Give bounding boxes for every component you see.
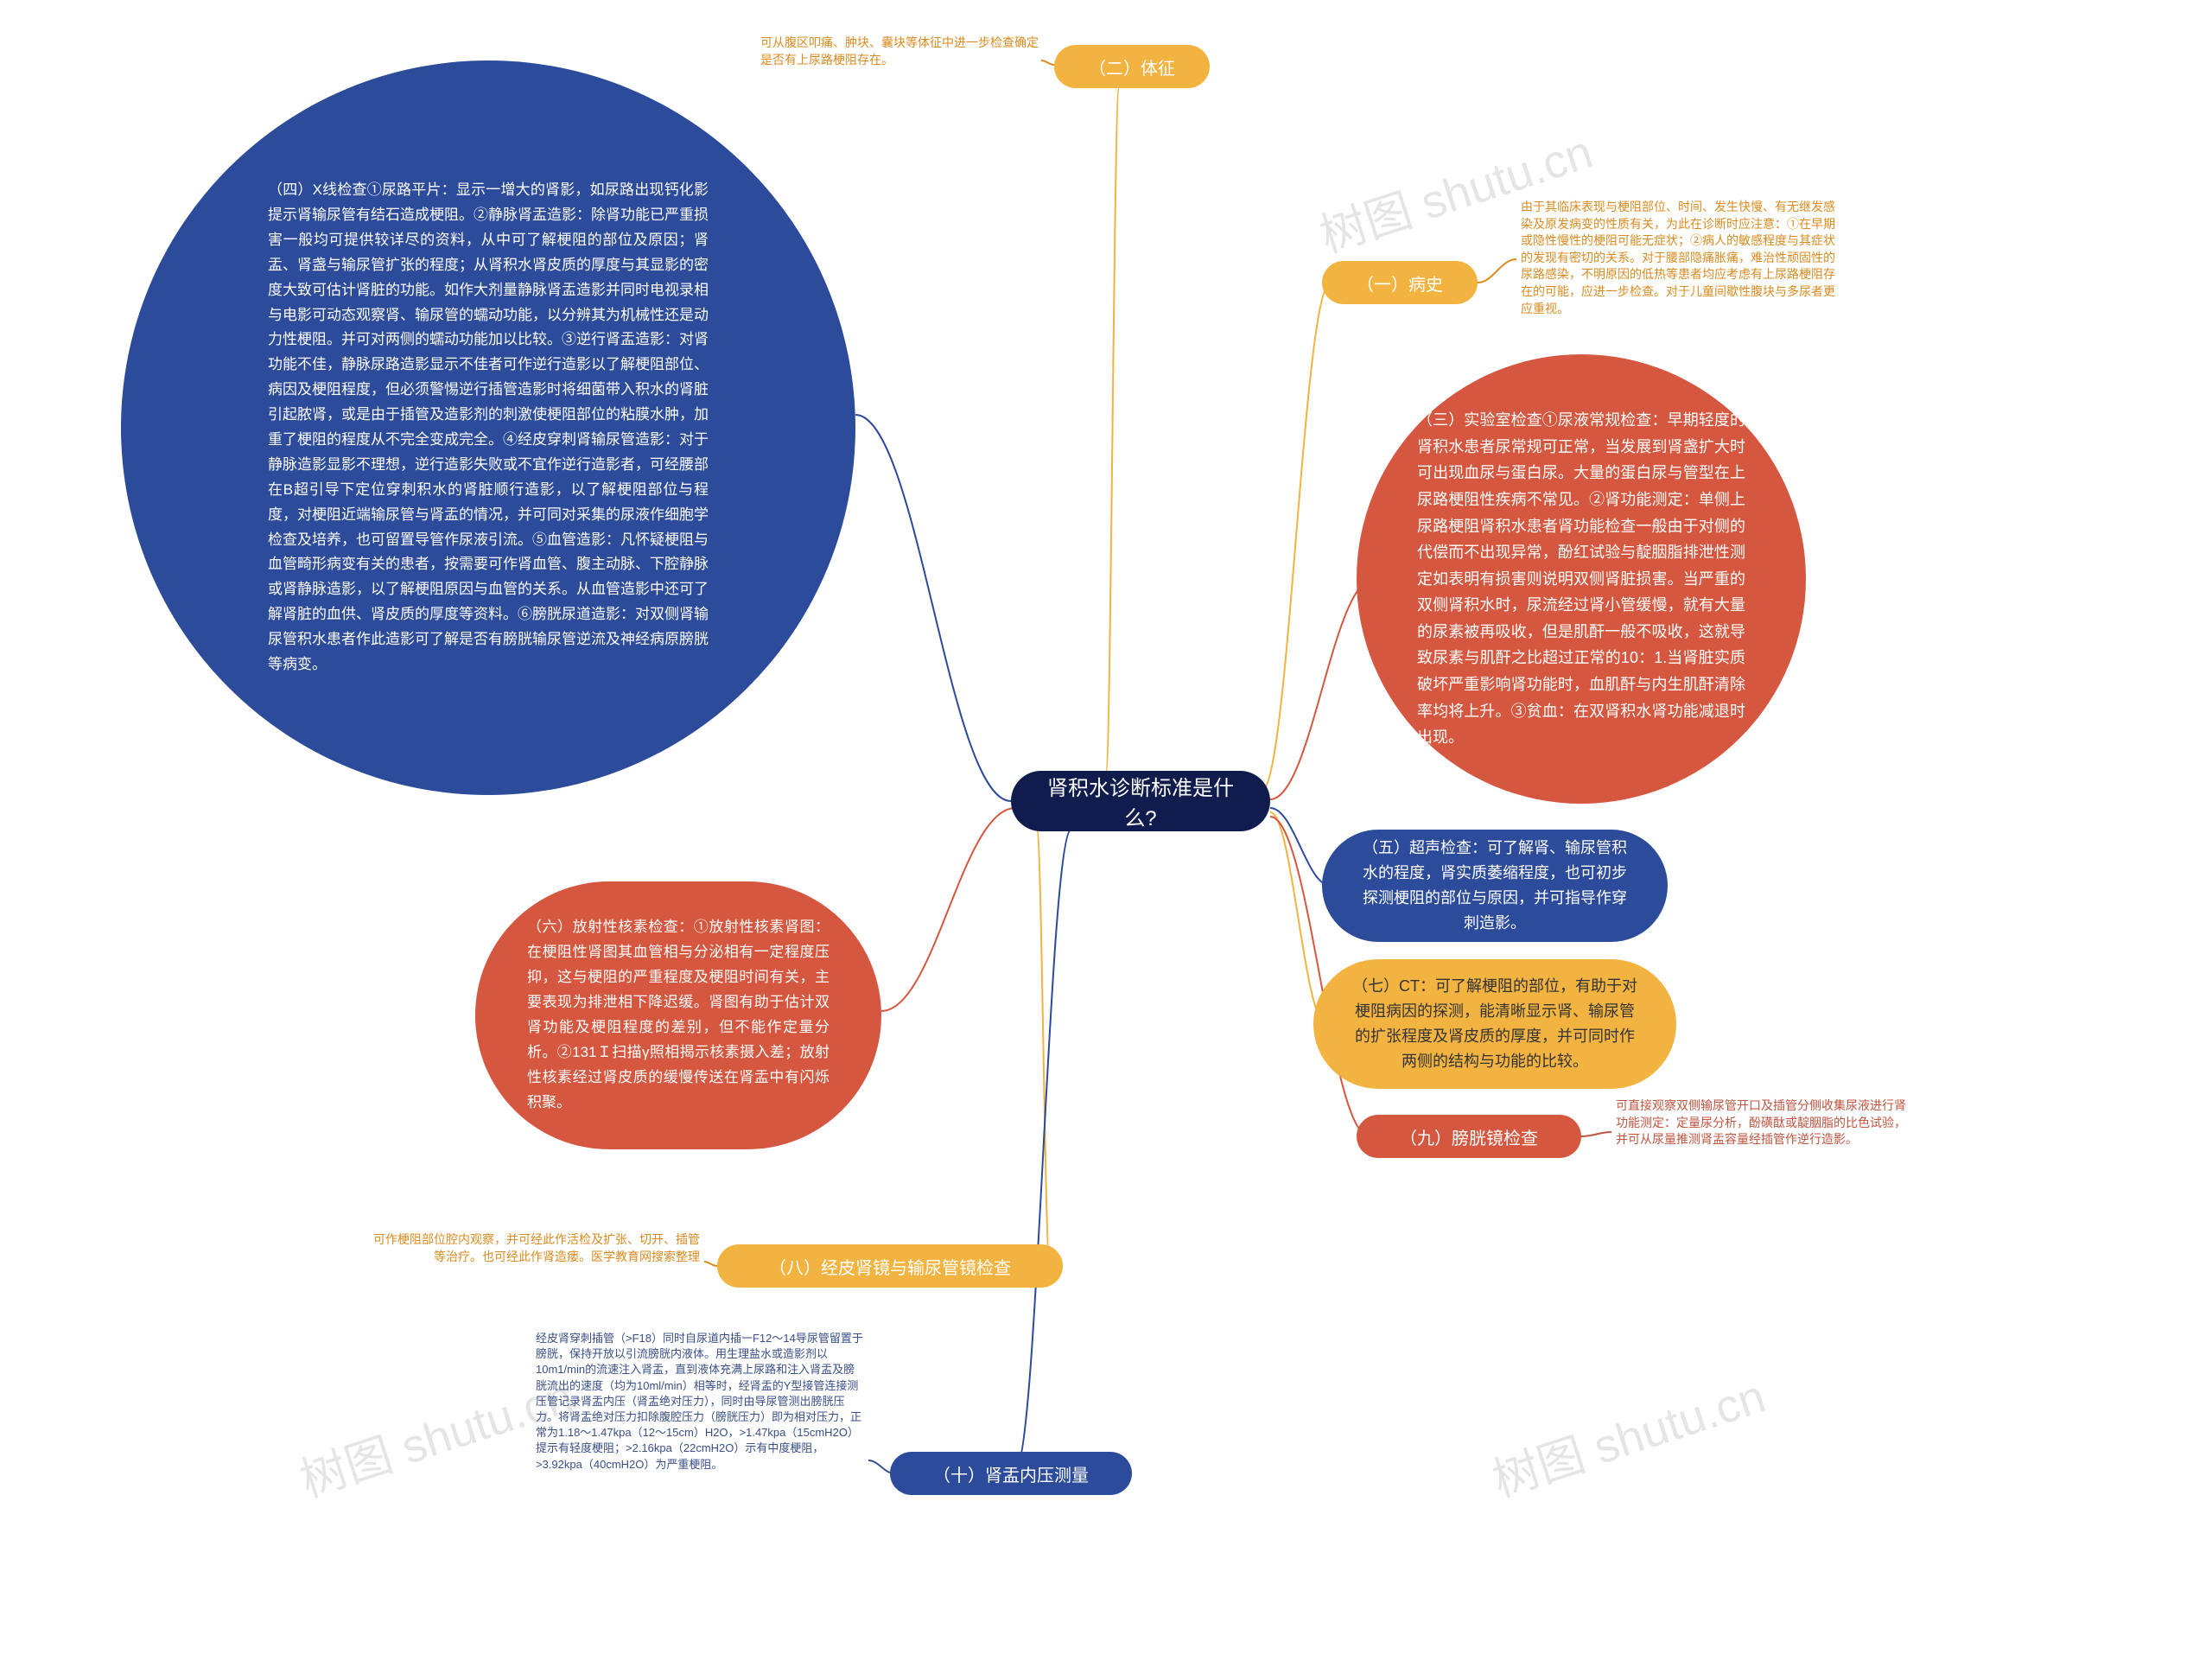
node-lab-exam: （三）实验室检查①尿液常规检查：早期轻度的肾积水患者尿常规可正常，当发展到肾盏扩… — [1357, 354, 1806, 804]
node-percutaneous-note: 可作梗阻部位腔内观察，并可经此作活检及扩张、切开、插管等治疗。也可经此作肾造瘘。… — [372, 1231, 700, 1265]
node-radionuclide: （六）放射性核素检查：①放射性核素肾图：在梗阻性肾图其血管相与分泌相有一定程度压… — [475, 881, 881, 1149]
node-radionuclide-text: （六）放射性核素检查：①放射性核素肾图：在梗阻性肾图其血管相与分泌相有一定程度压… — [527, 915, 830, 1115]
node-ct-text: （七）CT：可了解梗阻的部位，有助于对梗阻病因的探测，能清晰显示肾、输尿管的扩张… — [1348, 974, 1642, 1073]
watermark: 树图 shutu.cn — [1483, 1358, 1773, 1510]
node-ultrasound: （五）超声检查：可了解肾、输尿管积水的程度，肾实质萎缩程度，也可初步探测梗阻的部… — [1322, 830, 1668, 942]
node-ct: （七）CT：可了解梗阻的部位，有助于对梗阻病因的探测，能清晰显示肾、输尿管的扩张… — [1313, 959, 1676, 1089]
node-ultrasound-text: （五）超声检查：可了解肾、输尿管积水的程度，肾实质萎缩程度，也可初步探测梗阻的部… — [1357, 836, 1633, 935]
node-cystoscopy[interactable]: （九）膀胱镜检查 — [1357, 1115, 1581, 1158]
node-pelvic-pressure-note: 经皮肾穿刺插管（>F18）同时自尿道内插一F12～14导尿管留置于膀胱，保持开放… — [536, 1331, 864, 1473]
node-signs-label: （二）体征 — [1089, 54, 1175, 80]
node-signs[interactable]: （二）体征 — [1054, 45, 1210, 88]
node-pelvic-pressure[interactable]: （十）肾盂内压测量 — [890, 1452, 1132, 1495]
node-cystoscopy-note: 可直接观察双侧输尿管开口及插管分侧收集尿液进行肾功能测定：定量尿分析，酚磺酞或靛… — [1616, 1097, 1910, 1148]
node-history[interactable]: （一）病史 — [1322, 261, 1478, 304]
node-percutaneous[interactable]: （八）经皮肾镜与输尿管镜检查 — [717, 1244, 1063, 1288]
node-cystoscopy-label: （九）膀胱镜检查 — [1400, 1124, 1538, 1149]
node-percutaneous-label: （八）经皮肾镜与输尿管镜检查 — [769, 1254, 1011, 1279]
node-pelvic-pressure-label: （十）肾盂内压测量 — [933, 1461, 1089, 1486]
center-title: 肾积水诊断标准是什么? — [1037, 771, 1244, 831]
node-xray-text: （四）X线检查①尿路平片：显示一增大的肾影，如尿路出现钙化影提示肾输尿管有结石造… — [268, 178, 709, 678]
node-history-note: 由于其临床表现与梗阻部位、时间、发生快慢、有无继发感染及原发病变的性质有关，为此… — [1521, 199, 1840, 317]
center-node[interactable]: 肾积水诊断标准是什么? — [1011, 771, 1270, 831]
node-history-label: （一）病史 — [1357, 270, 1443, 296]
node-lab-text: （三）实验室检查①尿液常规检查：早期轻度的肾积水患者尿常规可正常，当发展到肾盏扩… — [1417, 407, 1745, 751]
node-xray-exam: （四）X线检查①尿路平片：显示一增大的肾影，如尿路出现钙化影提示肾输尿管有结石造… — [121, 60, 855, 795]
node-signs-note: 可从腹区叩痛、肿块、囊块等体征中进一步检查确定是否有上尿路梗阻存在。 — [760, 35, 1046, 68]
